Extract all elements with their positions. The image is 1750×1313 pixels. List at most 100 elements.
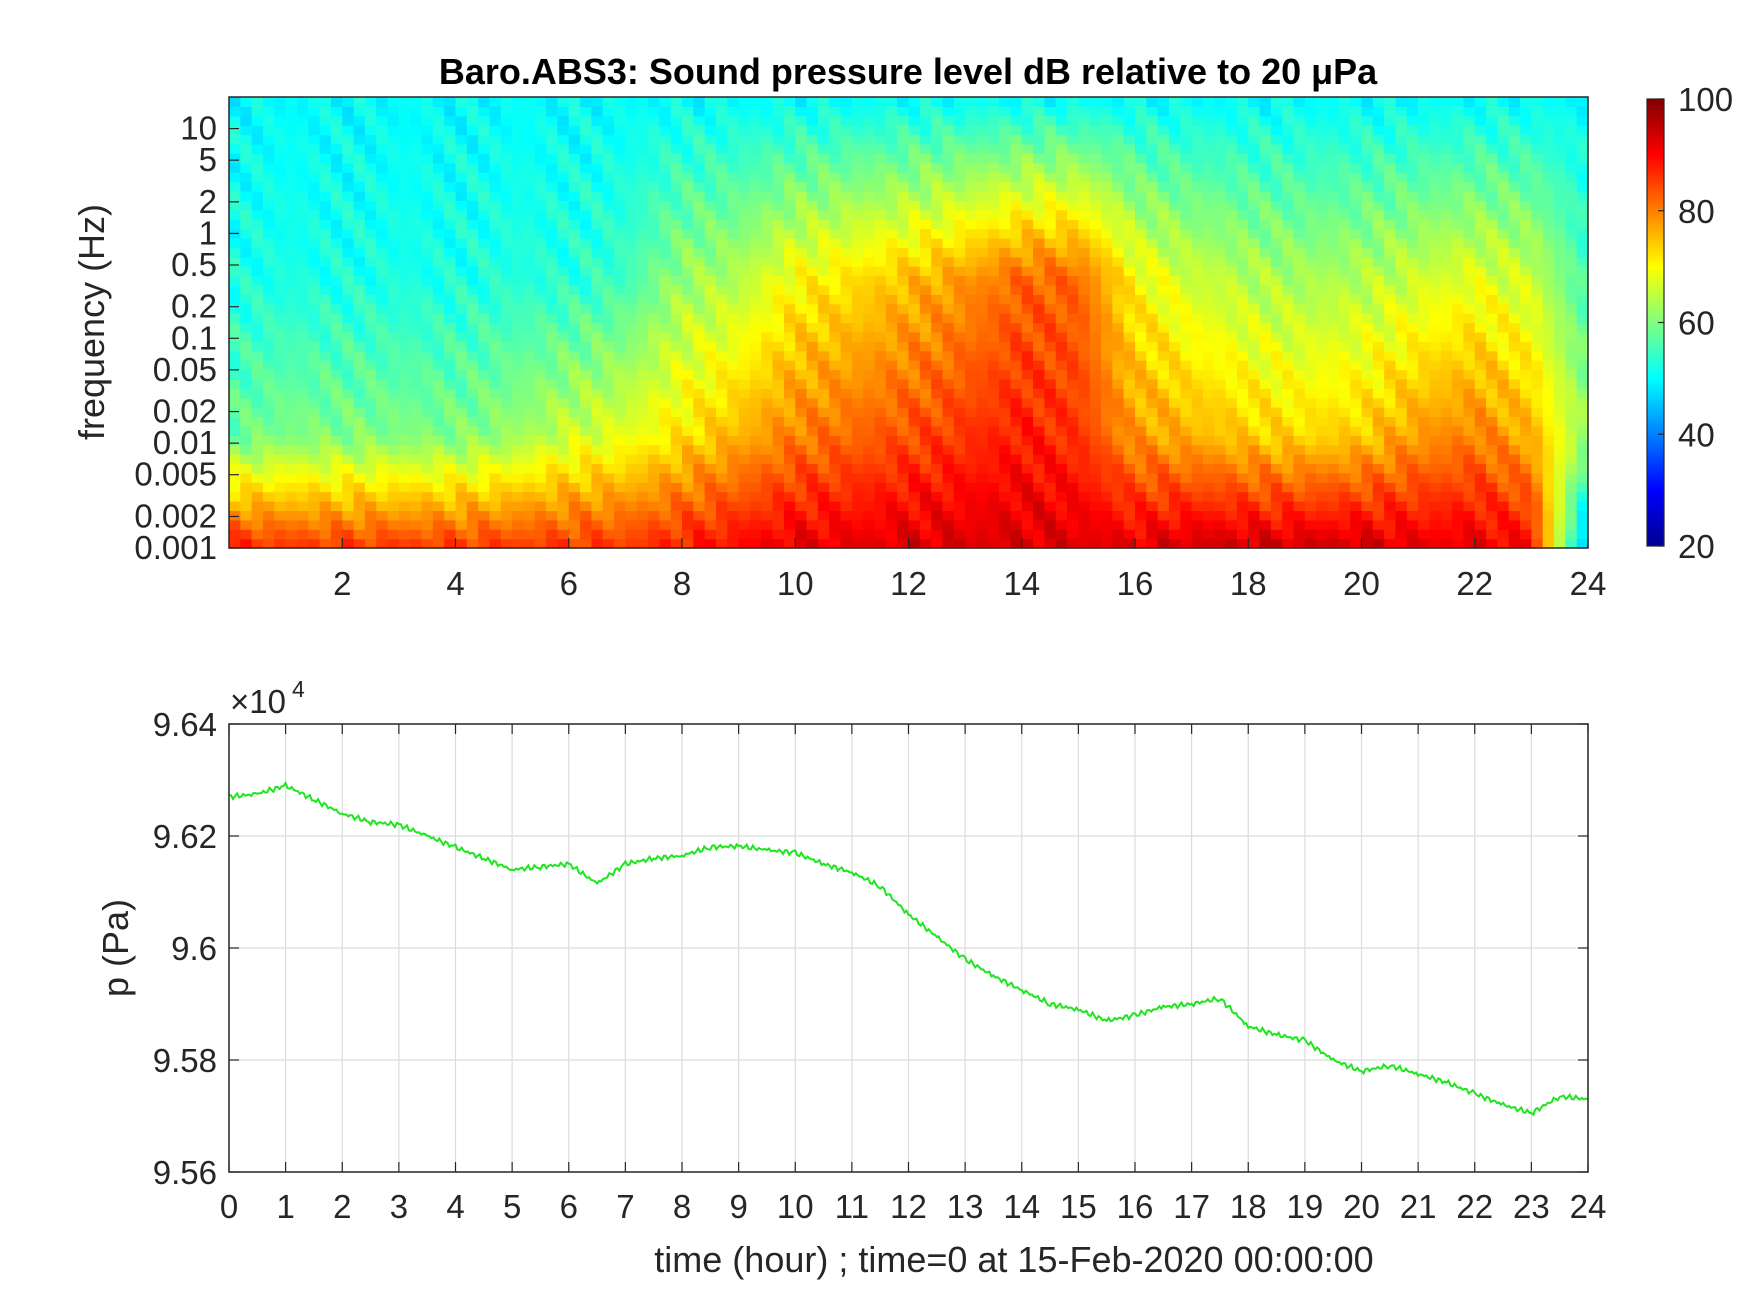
heatmap-cell [1067,247,1079,258]
heatmap-cell [557,322,570,333]
heatmap-cell [319,190,332,201]
heatmap-cell [1214,463,1227,474]
heatmap-cell [1021,350,1034,361]
heatmap-cell [580,510,592,521]
heatmap-cell [319,435,332,446]
heatmap-cell [523,510,536,521]
heatmap-cell [738,397,751,408]
heatmap-cell [772,416,785,427]
heatmap-cell [1248,294,1261,305]
heatmap-cell [1180,97,1193,107]
heatmap-cell [523,331,536,342]
heatmap-cell [1384,360,1397,371]
heatmap-cell [1304,519,1317,530]
heatmap-cell [953,482,966,493]
heatmap-cell [296,388,309,399]
heatmap-cell [704,97,717,107]
heatmap-cell [308,388,321,399]
heatmap-cell [410,172,423,183]
heatmap-cell [919,407,932,418]
heatmap-cell [1304,331,1317,342]
heatmap-cell [342,115,355,126]
heatmap-cell [1146,360,1159,371]
heatmap-cell [1259,444,1272,455]
heatmap-cell [851,369,864,380]
heatmap-cell [376,538,389,549]
heatmap-cell [1180,237,1193,248]
heatmap-cell [285,134,298,145]
heatmap-cell [251,472,264,483]
heatmap-cell [1361,444,1374,455]
heatmap-cell [580,322,592,333]
heatmap-cell [364,388,377,399]
heatmap-cell [229,435,241,446]
heatmap-cell [1282,538,1295,549]
heatmap-cell [1191,190,1204,201]
heatmap-cell [398,303,411,314]
heatmap-cell [1112,454,1125,465]
heatmap-cell [783,275,796,286]
heatmap-cell [308,322,321,333]
heatmap-cell [1316,519,1329,530]
heatmap-cell [342,200,355,211]
heatmap-cell [704,200,717,211]
heatmap-cell [478,482,491,493]
heatmap-cell [1236,425,1249,436]
heatmap-cell [727,454,740,465]
heatmap-cell [319,125,332,136]
heatmap-cell [761,388,774,399]
heatmap-cell [931,331,944,342]
heatmap-cell [659,209,672,220]
heatmap-cell [1338,463,1351,474]
heatmap-cell [976,331,989,342]
heatmap-cell [942,247,955,258]
heatmap-cell [1225,350,1238,361]
heatmap-cell [1067,519,1079,530]
heatmap-cell [376,425,389,436]
heatmap-cell [1248,237,1261,248]
heatmap-cell [715,275,728,286]
heatmap-cell [455,228,468,239]
heatmap-cell [262,416,275,427]
heatmap-cell [749,181,762,192]
heatmap-cell [1101,125,1113,136]
heatmap-cell [421,482,434,493]
heatmap-cell [285,237,298,248]
heatmap-cell [1191,303,1204,314]
heatmap-cell [1270,256,1283,267]
heatmap-cell [251,219,264,230]
heatmap-cell [817,228,830,239]
heatmap-cell [296,219,309,230]
heatmap-cell [523,190,536,201]
heatmap-cell [693,162,706,173]
heatmap-cell [1293,275,1306,286]
heatmap-cell [625,529,638,540]
heatmap-cell [1395,237,1408,248]
heatmap-cell [953,378,966,389]
heatmap-cell [885,435,898,446]
heatmap-cell [500,529,513,540]
heatmap-cell [1338,472,1351,483]
heatmap-cell [1316,369,1329,380]
heatmap-cell [444,237,457,248]
heatmap-cell [965,219,978,230]
heatmap-cell [987,181,1000,192]
heatmap-cell [795,519,808,530]
heatmap-cell [1270,482,1283,493]
heatmap-cell [308,519,321,530]
heatmap-cell [489,360,502,371]
heatmap-cell [670,106,683,117]
heatmap-cell [376,303,389,314]
heatmap-cell [715,491,728,502]
heatmap-cell [625,303,638,314]
heatmap-cell [795,407,808,418]
heatmap-cell [512,190,525,201]
heatmap-cell [636,190,649,201]
heatmap-cell [1372,322,1385,333]
heatmap-cell [942,125,955,136]
heatmap-cell [1338,510,1351,521]
heatmap-cell [1361,435,1374,446]
heatmap-cell [534,106,547,117]
heatmap-cell [1338,275,1351,286]
heatmap-cell [296,303,309,314]
